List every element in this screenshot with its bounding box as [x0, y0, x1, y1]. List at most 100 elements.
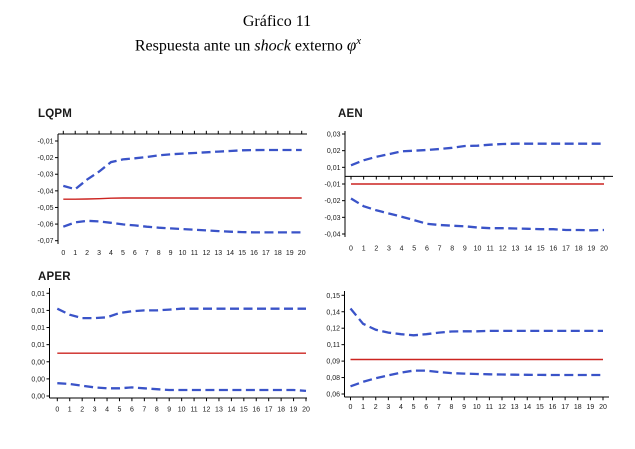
lower-band-line: [350, 369, 603, 388]
x-axis-label: 18: [277, 407, 285, 414]
x-axis-label: 11: [191, 250, 198, 257]
x-axis-label: 11: [487, 246, 494, 253]
x-axis-label: 20: [298, 250, 306, 257]
x-axis-label: 13: [512, 246, 520, 253]
x-axis-label: 7: [142, 407, 146, 414]
x-axis-label: 19: [286, 250, 294, 257]
x-axis-label: 14: [523, 404, 531, 411]
y-axis-label: -0,06: [38, 222, 54, 229]
x-axis-label: 12: [203, 407, 211, 414]
x-axis-label: 6: [130, 407, 134, 414]
x-axis-label: 5: [118, 407, 122, 414]
y-axis-label: -0,05: [38, 205, 54, 212]
x-axis-label: 5: [412, 404, 416, 411]
x-axis-label: 3: [386, 404, 390, 411]
x-axis-label: 2: [85, 250, 89, 257]
x-axis-label: 20: [599, 404, 607, 411]
x-axis-label: 18: [274, 250, 282, 257]
x-axis-label: 3: [93, 407, 97, 414]
x-axis-label: 1: [73, 250, 77, 257]
x-axis-label: 0: [349, 246, 353, 253]
y-axis-label: 0,08: [326, 375, 340, 382]
x-axis-label: 9: [462, 404, 466, 411]
y-axis-label: 0,01: [31, 291, 45, 298]
x-axis-label: 6: [425, 246, 429, 253]
x-axis-label: 5: [412, 246, 416, 253]
phi-symbol: φ: [346, 35, 357, 55]
y-axis-label: 0,01: [31, 325, 45, 332]
chart-title-aen: AEN: [338, 108, 363, 120]
x-axis-label: 15: [238, 250, 246, 257]
x-axis-label: 19: [586, 404, 594, 411]
y-axis-label: 0,03: [327, 132, 341, 139]
y-axis-label: 0,09: [326, 359, 340, 366]
x-axis-label: 2: [374, 246, 378, 253]
x-axis-label: 13: [214, 250, 222, 257]
y-axis-label: -0,07: [38, 238, 54, 245]
x-axis-label: 9: [463, 246, 467, 253]
y-axis-label: -0,01: [325, 182, 341, 189]
x-axis-label: 10: [178, 407, 186, 414]
subtitle-text: Respuesta ante un: [134, 37, 255, 55]
x-axis-label: 13: [511, 404, 519, 411]
x-axis-label: 9: [167, 407, 171, 414]
x-axis-label: 4: [400, 246, 404, 253]
x-axis-label: 20: [302, 407, 310, 414]
x-axis-label: 6: [424, 404, 428, 411]
y-axis-label: -0,04: [38, 188, 54, 195]
chart-title-aper: APER: [38, 271, 71, 283]
subtitle-text-2: externo: [290, 37, 347, 55]
x-axis-label: 9: [169, 250, 173, 257]
lower-band-line: [62, 219, 302, 234]
x-axis-label: 14: [524, 246, 532, 253]
x-axis-label: 17: [562, 246, 570, 253]
y-axis-label: 0,12: [326, 326, 340, 333]
x-axis-label: 0: [61, 250, 65, 257]
x-axis-label: 2: [374, 404, 378, 411]
y-axis-label: 0,01: [31, 342, 45, 349]
phi-superscript: x: [356, 35, 362, 47]
lower-band-line: [57, 382, 307, 393]
x-axis-label: 8: [450, 404, 454, 411]
x-axis-label: 3: [97, 250, 101, 257]
center-estimate-line: [63, 197, 302, 200]
y-axis-label: 0,02: [327, 148, 341, 155]
upper-band-line: [350, 142, 604, 167]
y-axis-label: 0,11: [327, 342, 340, 349]
x-axis-label: 16: [250, 250, 258, 257]
x-axis-label: 11: [486, 404, 493, 411]
x-axis-label: 8: [155, 407, 159, 414]
y-axis-label: -0,04: [325, 232, 341, 239]
y-axis-label: -0,02: [325, 198, 341, 205]
x-axis-label: 15: [240, 407, 248, 414]
x-axis-label: 7: [438, 246, 442, 253]
y-axis-label: -0,01: [38, 139, 54, 146]
x-axis-label: 13: [215, 407, 223, 414]
x-axis-label: 16: [550, 246, 558, 253]
y-axis-label: 0,00: [31, 359, 45, 366]
x-axis-label: 14: [226, 250, 234, 257]
x-axis-label: 12: [202, 250, 210, 257]
x-axis-label: 10: [474, 246, 482, 253]
upper-band-line: [56, 307, 306, 320]
y-axis-label: -0,03: [38, 172, 54, 179]
y-axis-label: -0,03: [325, 215, 341, 222]
x-axis-label: 2: [80, 407, 84, 414]
x-axis-label: 12: [498, 404, 506, 411]
x-axis-label: 19: [587, 246, 595, 253]
x-axis-label: 1: [361, 404, 365, 411]
chart-title-lqpm: LQPM: [38, 108, 73, 120]
x-axis-label: 20: [600, 246, 608, 253]
x-axis-label: 8: [157, 250, 161, 257]
y-axis-label: 0,15: [326, 293, 340, 300]
x-axis-label: 4: [399, 404, 403, 411]
x-axis-label: 18: [574, 404, 582, 411]
x-axis-label: 16: [549, 404, 557, 411]
x-axis-label: 0: [55, 407, 59, 414]
x-axis-label: 0: [349, 404, 353, 411]
x-axis-label: 17: [262, 250, 270, 257]
x-axis-label: 15: [536, 404, 544, 411]
subtitle-italic-word: shock: [254, 37, 291, 55]
